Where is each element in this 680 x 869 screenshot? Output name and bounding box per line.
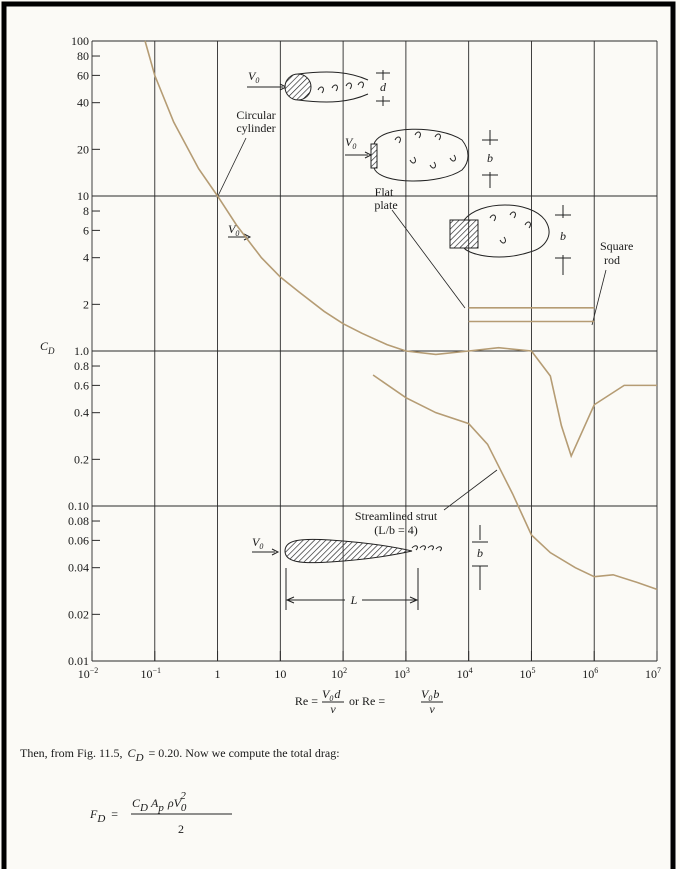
y-tick-label: 0.6 (74, 378, 89, 392)
x-tick-label-part: 10 (394, 667, 406, 681)
formula-part: D (96, 813, 105, 825)
y-axis-label-part: D (47, 346, 55, 356)
x-tick-label-part: 10 (645, 667, 657, 681)
formula-part: 2 (180, 790, 186, 802)
y-tick-label: 10 (77, 189, 89, 203)
x-tick-label-part: 10 (519, 667, 531, 681)
x-tick-label-part: 10 (457, 667, 469, 681)
x-axis-label-part: b (433, 687, 439, 701)
paragraph-part: = 0.20. Now we compute the total drag: (149, 746, 340, 760)
x-tick-label-part: 3 (406, 666, 410, 675)
formula-part: = (111, 807, 118, 821)
y-tick-label: 4 (83, 251, 89, 265)
annotation: Circular (236, 108, 275, 122)
sketch-label: b (560, 229, 566, 243)
formula-part: p (157, 802, 164, 814)
x-tick-label: 1 (215, 667, 221, 681)
annotation: (L/b = 4) (374, 523, 417, 537)
y-tick-label: 0.4 (74, 406, 89, 420)
y-tick-label: 0.04 (68, 561, 89, 575)
annotation: rod (604, 253, 620, 267)
page: 0.01 0.02 0.04 0.06 0.080.10 0.2 0.4 0.6 0.81.0 2… (0, 0, 680, 869)
y-tick-label: 2 (83, 297, 89, 311)
sketch-label: b (487, 151, 493, 165)
x-tick-label-part: 10 (78, 667, 90, 681)
y-tick-label: 0.06 (68, 533, 89, 547)
annotation: Flat (375, 185, 394, 199)
formula-part: D (139, 802, 148, 814)
sketch-label: L (350, 593, 358, 607)
y-tick-label: 1.0 (74, 344, 89, 358)
y-tick-label: 0.2 (74, 452, 89, 466)
sketch-label-part: 0 (259, 542, 263, 551)
formula-den: 2 (178, 822, 184, 836)
x-tick-label-part: 4 (469, 666, 473, 675)
annotation: cylinder (236, 121, 275, 135)
x-axis-label: or Re = (349, 694, 385, 708)
paragraph-part: D (135, 752, 144, 764)
y-tick-label: 0.10 (68, 499, 89, 513)
paper (0, 0, 680, 869)
x-tick-label-part: 10 (331, 667, 343, 681)
x-tick-label-part: 5 (531, 666, 535, 675)
x-axis-label: Re = (295, 694, 318, 708)
y-tick-label: 40 (77, 96, 89, 110)
x-tick-label-part: 7 (657, 666, 661, 675)
sketch-label: b (477, 546, 483, 560)
sketch-label-part: 0 (235, 229, 239, 238)
y-tick-label: 100 (71, 34, 89, 48)
y-tick-label: 60 (77, 68, 89, 82)
y-tick-label: 0.02 (68, 607, 89, 621)
paragraph-part: Then, from Fig. 11.5, (20, 746, 123, 760)
y-tick-label: 20 (77, 142, 89, 156)
annotation: Streamlined strut (355, 509, 438, 523)
x-tick-label-part: 10 (582, 667, 594, 681)
x-tick-label-part: −2 (90, 666, 99, 675)
x-tick-label-part: 2 (343, 666, 347, 675)
y-tick-label: 0.8 (74, 359, 89, 373)
sketch-label: d (380, 80, 387, 94)
x-axis-label: ν (429, 702, 435, 716)
x-axis-label: ν (330, 702, 336, 716)
sketch-label-part: 0 (352, 142, 356, 151)
y-tick-label: 8 (83, 204, 89, 218)
y-tick-label: 80 (77, 49, 89, 63)
annotation: plate (374, 198, 397, 212)
x-tick-label-part: −1 (153, 666, 162, 675)
x-tick-label-part: 6 (594, 666, 598, 675)
x-tick-label: 10 (274, 667, 286, 681)
formula-part: 0 (181, 802, 187, 814)
annotation: Square (600, 239, 633, 253)
sketch-label-part: 0 (255, 76, 259, 85)
x-tick-label-part: 10 (141, 667, 153, 681)
x-axis-label-part: d (334, 687, 341, 701)
y-tick-label: 6 (83, 223, 89, 237)
y-tick-label: 0.08 (68, 514, 89, 528)
y-tick-label: 0.01 (68, 654, 89, 668)
